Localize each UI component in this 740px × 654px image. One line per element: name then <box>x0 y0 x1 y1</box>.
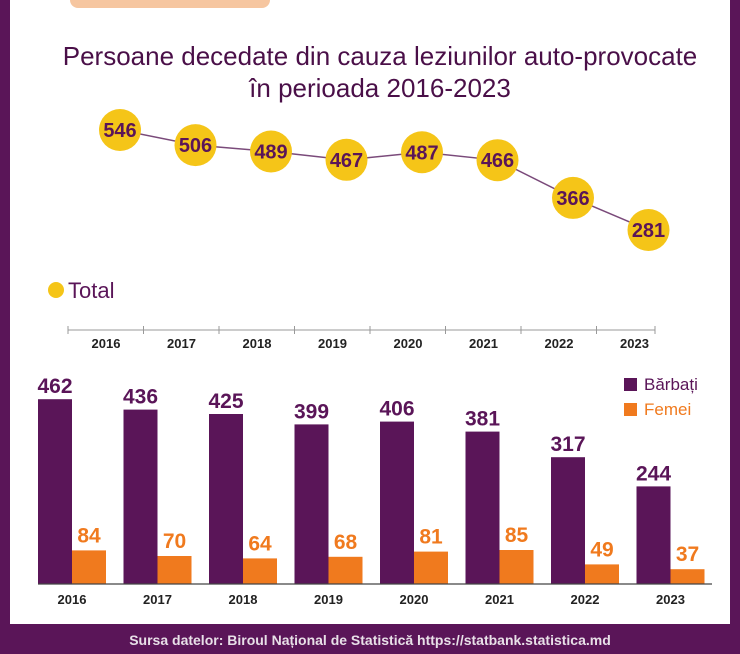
bar-femei-value: 70 <box>163 530 186 553</box>
line-x-tick-label: 2021 <box>469 336 498 351</box>
total-point <box>325 138 368 181</box>
bar-barbati <box>209 414 243 584</box>
bar-barbati-value: 436 <box>123 386 158 409</box>
top-decoration <box>70 0 270 8</box>
total-value-label: 489 <box>254 142 287 164</box>
legend-femei-marker <box>624 403 637 416</box>
bar-femei <box>585 564 619 584</box>
bar-barbati <box>38 399 72 584</box>
bar-x-tick-label: 2016 <box>58 592 87 607</box>
bar-barbati <box>380 421 414 584</box>
line-x-tick-label: 2017 <box>167 336 196 351</box>
bar-x-tick-label: 2020 <box>400 592 429 607</box>
total-point <box>250 130 292 173</box>
bar-barbati-value: 425 <box>208 390 243 413</box>
total-point <box>174 124 217 167</box>
line-x-tick-label: 2022 <box>545 336 574 351</box>
bar-x-tick-label: 2019 <box>314 592 343 607</box>
title-line-2: în perioada 2016-2023 <box>249 73 511 103</box>
bar-x-tick-label: 2021 <box>485 592 514 607</box>
bar-barbati <box>465 431 500 584</box>
bar-barbati <box>551 457 585 584</box>
frame-right-border <box>730 0 740 654</box>
bar-barbati-value: 399 <box>294 400 329 423</box>
bar-femei <box>157 556 192 584</box>
bar-x-tick-label: 2022 <box>571 592 600 607</box>
bar-barbati-value: 462 <box>37 375 72 398</box>
total-point <box>476 139 519 182</box>
bar-femei <box>72 550 106 584</box>
line-x-tick-label: 2023 <box>620 336 649 351</box>
total-value-label: 366 <box>556 188 589 210</box>
bar-femei-value: 49 <box>590 538 613 561</box>
bar-barbati-value: 317 <box>550 433 585 456</box>
bar-x-tick-label: 2023 <box>656 592 685 607</box>
bar-femei <box>328 556 363 584</box>
title-line-1: Persoane decedate din cauza leziunilor a… <box>62 41 698 71</box>
total-value-label: 467 <box>330 150 363 172</box>
source-footer: Sursa datelor: Biroul Național de Statis… <box>129 632 611 648</box>
bar-barbati <box>123 409 158 584</box>
bar-femei <box>499 550 534 584</box>
legend-total-label: Total <box>68 278 114 303</box>
bar-x-tick-label: 2017 <box>143 592 172 607</box>
bar-femei-value: 84 <box>77 524 101 547</box>
legend-femei-label: Femei <box>644 400 691 419</box>
total-value-label: 466 <box>481 150 514 172</box>
line-x-tick-label: 2018 <box>243 336 272 351</box>
line-x-tick-label: 2016 <box>92 336 121 351</box>
total-point <box>99 109 141 151</box>
total-value-label: 487 <box>405 142 438 164</box>
total-value-label: 546 <box>103 120 136 142</box>
total-value-label: 281 <box>632 220 665 242</box>
legend-barbati-label: Bărbați <box>644 375 698 394</box>
legend-barbati-marker <box>624 378 637 391</box>
bar-barbati <box>636 486 671 584</box>
bar-femei-value: 68 <box>334 531 358 554</box>
footer-band <box>0 624 740 654</box>
bar-femei <box>670 569 705 584</box>
bar-femei <box>243 558 277 584</box>
line-x-tick-label: 2020 <box>394 336 423 351</box>
bar-femei <box>414 551 448 584</box>
bar-x-tick-label: 2018 <box>229 592 258 607</box>
chart-title: Persoane decedate din cauza leziunilor a… <box>40 40 720 104</box>
frame-left-border <box>0 0 10 654</box>
bar-barbati <box>294 424 329 584</box>
bar-femei-value: 64 <box>248 532 272 555</box>
bar-barbati-value: 244 <box>636 462 671 485</box>
total-value-label: 506 <box>179 135 212 157</box>
bar-barbati-value: 381 <box>465 408 500 431</box>
total-point <box>627 209 670 251</box>
bar-femei-value: 85 <box>505 524 529 547</box>
bar-barbati-value: 406 <box>379 398 414 421</box>
legend-total-marker <box>48 282 64 298</box>
total-point <box>401 131 443 174</box>
bar-femei-value: 81 <box>419 526 443 549</box>
line-x-tick-label: 2019 <box>318 336 347 351</box>
total-point <box>552 176 594 219</box>
bar-femei-value: 37 <box>676 543 699 566</box>
